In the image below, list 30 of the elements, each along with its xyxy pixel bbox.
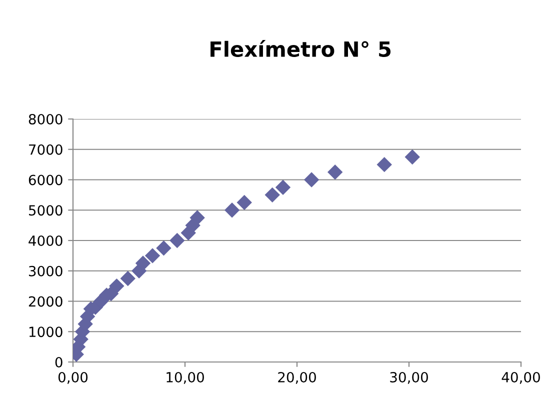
point: [376, 156, 392, 172]
point: [109, 278, 124, 294]
point: [304, 172, 320, 188]
y-tick-label: 8000: [28, 114, 62, 124]
chart-title: Flexímetro N° 5: [210, 40, 391, 57]
y-tick-label: 3000: [28, 266, 62, 276]
y-tick-label: 5000: [29, 205, 62, 216]
x-tick-label: 40,00: [502, 372, 540, 384]
x-tick-label: 30,00: [390, 372, 428, 384]
y-tick-label: 0: [55, 356, 62, 368]
point: [224, 202, 240, 218]
point: [236, 194, 252, 210]
point: [144, 248, 160, 264]
point: [170, 232, 185, 248]
x-tick-label: 0,00: [58, 372, 88, 384]
x-tick-label: 10,00: [166, 372, 204, 384]
y-tick-label: 7000: [29, 144, 62, 155]
y-tick-label: 1000: [29, 326, 62, 338]
point: [135, 256, 151, 271]
y-tick-label: 6000: [28, 174, 62, 186]
point: [275, 180, 291, 195]
point: [120, 270, 136, 286]
point: [264, 187, 280, 203]
point: [327, 164, 343, 180]
y-tick-label: 2000: [28, 296, 62, 307]
point: [156, 240, 172, 256]
y-tick-label: 4000: [28, 235, 62, 246]
x-tick-label: 20,00: [278, 372, 316, 384]
point: [404, 149, 420, 165]
point: [190, 210, 205, 226]
